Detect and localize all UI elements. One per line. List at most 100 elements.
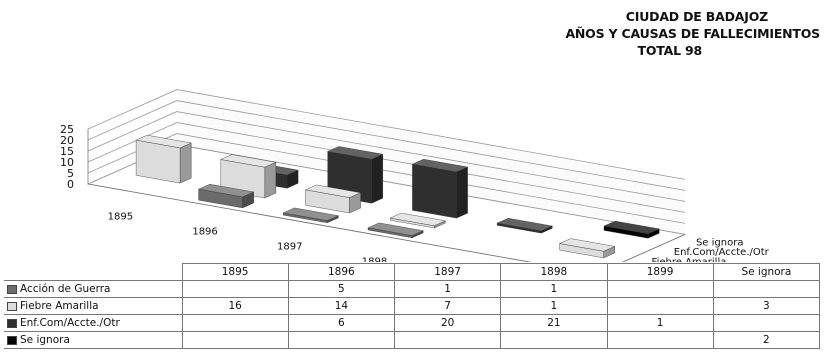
series-depth-label: Se ignora (696, 237, 744, 248)
data-table-col-header: 1895 (181, 263, 289, 281)
bar (282, 207, 340, 224)
data-table-col-header: 1899 (606, 263, 714, 281)
bar-top (558, 238, 616, 252)
chart-title-line-1: CIUDAD DE BADAJOZ (625, 9, 768, 24)
data-table-cell (287, 331, 396, 349)
bar-side (371, 153, 383, 204)
bar-side (264, 161, 277, 199)
bar-top (389, 212, 447, 227)
y-tick-label: 25 (60, 123, 74, 136)
y-tick-label: 20 (60, 134, 74, 147)
data-table-col-header: 1898 (500, 263, 608, 281)
x-tick-label: 1898 (362, 256, 387, 262)
chart-title: CIUDAD DE BADAJOZ AÑOS Y CAUSAS DE FALLE… (480, 8, 820, 59)
bar-top (411, 158, 469, 173)
legend-swatch (7, 284, 17, 294)
bar (411, 158, 469, 219)
depth-axis (621, 234, 686, 262)
data-table-header-row: 1895 1896 1897 1898 1899 Se ignora (4, 263, 821, 281)
legend-label: Fiebre Amarilla (20, 300, 99, 312)
legend-label: Acción de Guerra (20, 283, 111, 295)
data-table-cell (606, 280, 714, 298)
y-tick-label: 15 (60, 145, 74, 158)
bar-top (603, 220, 660, 235)
side-wall (88, 89, 177, 184)
gridline (87, 111, 686, 202)
data-table-cell: 2 (712, 331, 821, 349)
bar-top (282, 207, 340, 221)
data-table-cell: 16 (181, 297, 289, 315)
data-table-cell (181, 314, 289, 332)
legend-swatch (7, 318, 17, 328)
bar-side (179, 142, 192, 184)
series-depth-label: Enf.Com/Accte./Otr (674, 247, 770, 258)
data-table-row: Acción de Guerra 5 1 1 (4, 280, 821, 298)
data-table-corner (4, 263, 183, 281)
bar (389, 212, 447, 229)
data-table-cell (393, 331, 502, 349)
data-table-cell (606, 297, 714, 315)
data-table-cell (712, 314, 821, 332)
bar (603, 220, 660, 239)
data-table-col-header: 1897 (393, 263, 502, 281)
legend-swatch (7, 301, 17, 311)
x-tick-label: 1896 (192, 226, 217, 237)
bar-top (304, 184, 362, 198)
data-table-cell (606, 331, 714, 349)
data-table-cell (181, 331, 289, 349)
bar-top (220, 154, 277, 168)
data-table-row-header: Enf.Com/Accte./Otr (4, 314, 183, 332)
bar (367, 222, 424, 239)
bar-top (327, 146, 384, 160)
data-table-cell: 1 (606, 314, 714, 332)
legend-label: Enf.Com/Accte./Otr (20, 317, 120, 329)
data-table-row: Fiebre Amarilla 16 14 7 1 3 (4, 297, 821, 315)
data-table-cell: 3 (712, 297, 821, 315)
data-table-cell: 21 (500, 314, 608, 332)
x-tick-label: 1895 (108, 211, 133, 222)
gridline (87, 89, 686, 180)
data-table-cell: 6 (287, 314, 396, 332)
x-tick-label: 1897 (277, 241, 302, 252)
chart-title-line-3: TOTAL 98 (637, 43, 703, 58)
x-axis (87, 183, 532, 262)
bar-top (496, 217, 553, 232)
chart-plot: 051015202518951896189718981899Se ignoraA… (60, 89, 770, 262)
gridline (87, 133, 686, 224)
bar-front (412, 163, 457, 219)
data-table-cell: 1 (393, 280, 502, 298)
legend-label: Se ignora (20, 334, 70, 346)
y-tick-label: 0 (67, 178, 74, 191)
data-table-cell: 1 (500, 280, 608, 298)
data-table-col-header: Se ignora (712, 263, 821, 281)
bar (304, 184, 362, 214)
gridline (87, 100, 686, 191)
data-table-row-header: Acción de Guerra (4, 280, 183, 298)
y-tick-label: 5 (67, 167, 74, 180)
bar (135, 134, 192, 184)
chart-title-line-2: AÑOS Y CAUSAS DE FALLECIMIENTOS (565, 26, 820, 41)
data-table-cell: 14 (287, 297, 396, 315)
data-table-body: Acción de Guerra 5 1 1 Fiebre Amarilla 16 14 7 1… (4, 280, 821, 349)
bar-top (197, 183, 255, 198)
series-depth-label: Fiebre Amarilla (652, 257, 727, 262)
data-table-row-header: Fiebre Amarilla (4, 297, 183, 315)
bar-top (135, 134, 192, 149)
legend-swatch (7, 335, 17, 345)
data-table-row: Se ignora 2 (4, 331, 821, 349)
data-table-cell: 20 (393, 314, 502, 332)
data-table-row-header: Se ignora (4, 331, 183, 349)
bar-side (456, 166, 468, 219)
data-table-cell: 5 (287, 280, 396, 298)
data-table-cell: 7 (393, 297, 502, 315)
data-table-cell (712, 280, 821, 298)
data-table-cell: 1 (500, 297, 608, 315)
data-table-col-header: 1896 (287, 263, 396, 281)
data-table-cell (181, 280, 289, 298)
data-table: 1895 1896 1897 1898 1899 Se ignora Acció… (4, 263, 821, 349)
gridline (87, 122, 686, 213)
data-table-row: Enf.Com/Accte./Otr 6 20 21 1 (4, 314, 821, 332)
bar (197, 183, 255, 209)
bar (558, 238, 616, 259)
